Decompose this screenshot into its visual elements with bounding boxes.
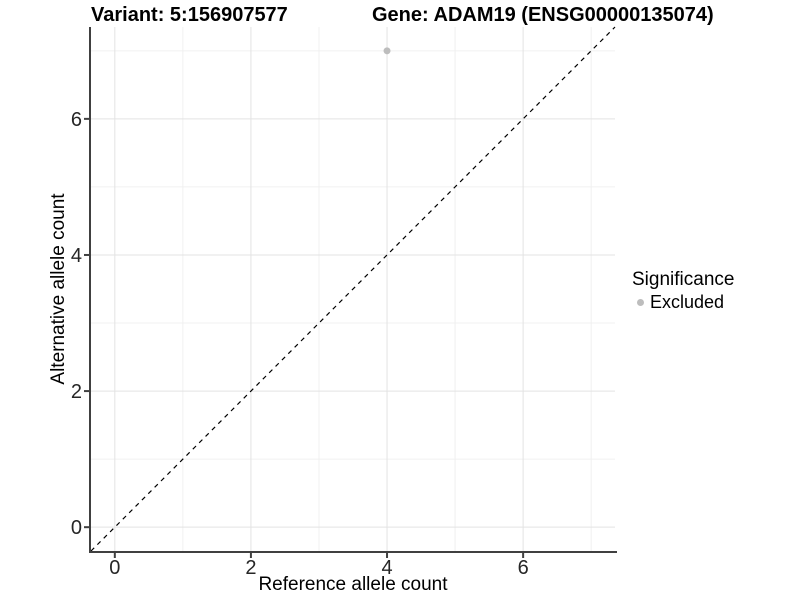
legend-item-label: Excluded — [650, 292, 725, 312]
x-tick-label: 0 — [109, 557, 120, 579]
x-axis-title: Reference allele count — [258, 574, 448, 595]
identity-line — [90, 26, 616, 552]
legend-point-icon — [637, 298, 644, 306]
x-tick-label: 4 — [381, 557, 392, 579]
plot-title-gene: Gene: ADAM19 (ENSG00000135074) — [372, 4, 714, 26]
y-tick-label: 0 — [71, 517, 82, 539]
y-tick-label: 6 — [71, 109, 82, 131]
y-tick-label: 2 — [71, 381, 82, 403]
data-point — [383, 47, 391, 55]
x-tick-label: 6 — [518, 557, 529, 579]
legend-item: Excluded — [632, 293, 734, 311]
legend-items: Excluded — [632, 293, 734, 311]
legend: Significance Excluded — [632, 269, 735, 312]
legend-title: Significance — [632, 269, 735, 290]
plot-title-variant: Variant: 5:156907577 — [91, 4, 288, 26]
x-tick-label: 2 — [245, 557, 256, 579]
plot-panel: 0 2 4 6 0 2 4 6 — [71, 26, 617, 579]
y-tick-label: 4 — [71, 245, 82, 267]
y-axis-title: Alternative allele count — [48, 193, 69, 385]
